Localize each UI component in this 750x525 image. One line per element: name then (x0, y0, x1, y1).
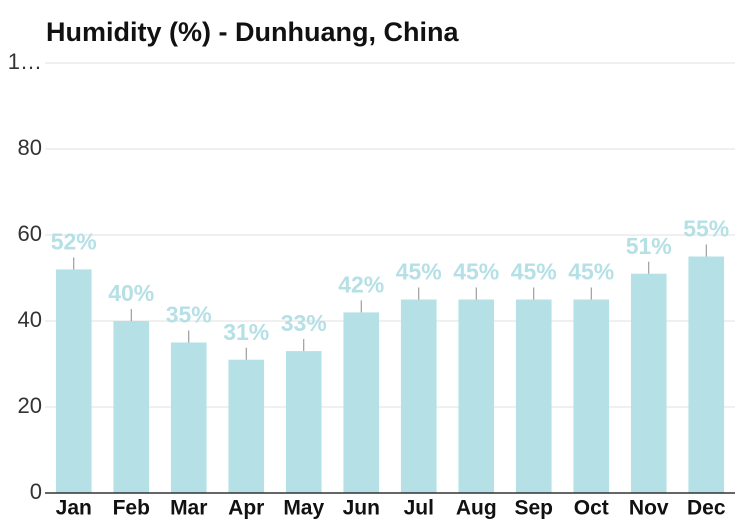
bar (400, 299, 437, 493)
bar (630, 273, 667, 493)
chart-title: Humidity (%) - Dunhuang, China (46, 17, 459, 47)
x-tick-label: Dec (687, 497, 726, 520)
y-tick-label: 80 (18, 135, 42, 160)
bar (228, 359, 265, 493)
bar (458, 299, 495, 493)
y-tick-label: 20 (18, 393, 42, 418)
x-tick-label: Jan (56, 497, 92, 520)
value-label: 42% (338, 271, 384, 297)
bar (515, 299, 552, 493)
value-label: 52% (51, 228, 97, 254)
x-tick-label: Oct (574, 497, 609, 520)
value-label: 45% (511, 259, 557, 285)
value-label: 33% (281, 310, 327, 336)
x-tick-label: Mar (170, 497, 207, 520)
value-label: 51% (626, 233, 672, 259)
value-label: 45% (396, 259, 442, 285)
y-tick-label: 1… (8, 49, 42, 74)
bar (55, 269, 92, 493)
bar (113, 321, 150, 493)
value-label: 40% (108, 280, 154, 306)
bar (688, 256, 725, 493)
y-tick-label: 60 (18, 221, 42, 246)
x-tick-label: Jul (404, 497, 434, 520)
x-tick-label: Jun (343, 497, 380, 520)
x-tick-label: Sep (514, 497, 553, 520)
bar (170, 342, 207, 493)
x-tick-label: May (283, 497, 324, 520)
bar (285, 351, 322, 493)
x-tick-label: Apr (228, 497, 264, 520)
value-label: 31% (223, 319, 269, 345)
bar (343, 312, 380, 493)
x-tick-label: Aug (456, 497, 497, 520)
y-tick-label: 40 (18, 307, 42, 332)
x-tick-label: Feb (113, 497, 150, 520)
x-tick-label: Nov (629, 497, 669, 520)
value-label: 55% (683, 216, 729, 242)
y-tick-label: 0 (30, 479, 42, 504)
value-label: 45% (453, 259, 499, 285)
value-label: 45% (568, 259, 614, 285)
value-label: 35% (166, 302, 212, 328)
bar (573, 299, 610, 493)
